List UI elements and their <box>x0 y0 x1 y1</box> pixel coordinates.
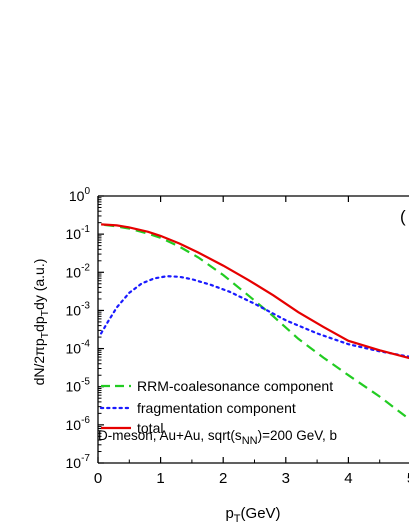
series-line-2 <box>100 275 409 358</box>
y-tick-label: 10-6 <box>66 415 91 433</box>
y-tick-label: 10-7 <box>66 453 91 471</box>
x-tick-label: 5 <box>407 470 409 487</box>
y-tick-label: 10-4 <box>66 339 91 357</box>
legend-label: fragmentation component <box>137 400 296 416</box>
x-tick-label: 1 <box>156 470 164 487</box>
series-line-3 <box>101 223 409 360</box>
legend: RRM-coalesonance component fragmentation … <box>99 378 333 436</box>
y-tick-label: 10-1 <box>66 224 91 242</box>
chart-annotation: D-meson, Au+Au, sqrt(sNN)=200 GeV, b <box>98 428 337 447</box>
panel-label: ( <box>400 207 406 226</box>
y-axis-label: dN/2πpTdpTdy (a.u.) <box>31 259 51 386</box>
y-tick-label: 10-3 <box>66 300 91 318</box>
y-tick-label: 100 <box>69 186 91 204</box>
axis-ticks: 0 1 2 3 4 5 100 10-1 10-2 10-3 10-4 10-5 10-6 10-7 <box>66 186 409 487</box>
x-tick-label: 4 <box>344 470 352 487</box>
x-tick-label: 0 <box>94 470 102 487</box>
x-tick-label: 2 <box>219 470 227 487</box>
legend-label: total <box>137 420 163 436</box>
series-line-1 <box>104 223 409 421</box>
series-lines <box>100 223 409 421</box>
y-tick-label: 10-2 <box>66 262 91 280</box>
x-axis-label: pT(GeV) <box>225 505 280 525</box>
x-tick-label: 3 <box>282 470 290 487</box>
y-tick-label: 10-5 <box>66 377 91 395</box>
legend-label: RRM-coalesonance component <box>137 378 333 394</box>
